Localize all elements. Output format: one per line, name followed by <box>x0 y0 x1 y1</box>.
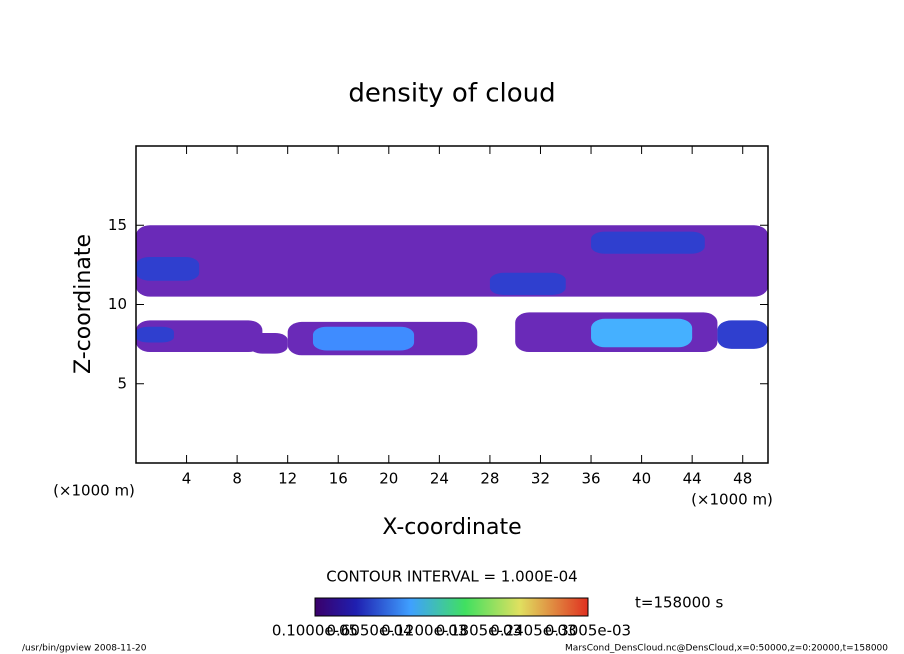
cloud-region <box>249 333 288 354</box>
colorbar-label: 0.6050e-04 <box>326 622 412 640</box>
plot-frame <box>135 145 769 464</box>
x-tick-label: 24 <box>430 470 449 488</box>
y-tick-label: 15 <box>108 216 127 234</box>
time-label: t=158000 s <box>635 594 723 612</box>
cloud-region <box>489 272 566 295</box>
y-axis-label: Z-coordinate <box>71 234 96 374</box>
colorbar-label: 0.1805e-03 <box>436 622 522 640</box>
x-tick-label: 20 <box>379 470 398 488</box>
cloud-region <box>136 256 200 281</box>
x-tick-label: 8 <box>232 470 242 488</box>
colorbar <box>314 597 589 617</box>
colorbar-label: 0.1000e-05 <box>272 622 358 640</box>
x-tick-label: 16 <box>329 470 348 488</box>
x-tick-label: 44 <box>683 470 702 488</box>
cloud-region <box>591 231 705 254</box>
cloud-region <box>312 326 415 351</box>
y-tick-label: 5 <box>117 374 127 392</box>
x-tick-label: 12 <box>278 470 297 488</box>
y-unit: (×1000 m) <box>53 482 135 500</box>
x-axis-label: X-coordinate <box>382 515 521 540</box>
footer-left: /usr/bin/gpview 2008-11-20 <box>22 644 147 654</box>
x-tick-label: 32 <box>531 470 550 488</box>
cloud-region <box>591 318 693 348</box>
cloud-region <box>136 326 174 343</box>
x-tick-label: 4 <box>182 470 192 488</box>
footer-right: MarsCond_DensCloud.nc@DensCloud,x=0:5000… <box>565 644 888 654</box>
chart-title: density of cloud <box>348 79 555 109</box>
cloud-region <box>717 320 768 349</box>
y-tick-label: 10 <box>108 295 127 313</box>
colorbar-label: 0.3005e-03 <box>545 622 631 640</box>
x-tick-label: 40 <box>632 470 651 488</box>
x-tick-label: 48 <box>733 470 752 488</box>
contour-interval: CONTOUR INTERVAL = 1.000E-04 <box>326 568 577 586</box>
colorbar-label: 0.1200e-03 <box>381 622 467 640</box>
x-unit: (×1000 m) <box>691 491 773 509</box>
colorbar-label: 0.2405e-03 <box>490 622 576 640</box>
x-tick-label: 36 <box>581 470 600 488</box>
x-tick-label: 28 <box>480 470 499 488</box>
